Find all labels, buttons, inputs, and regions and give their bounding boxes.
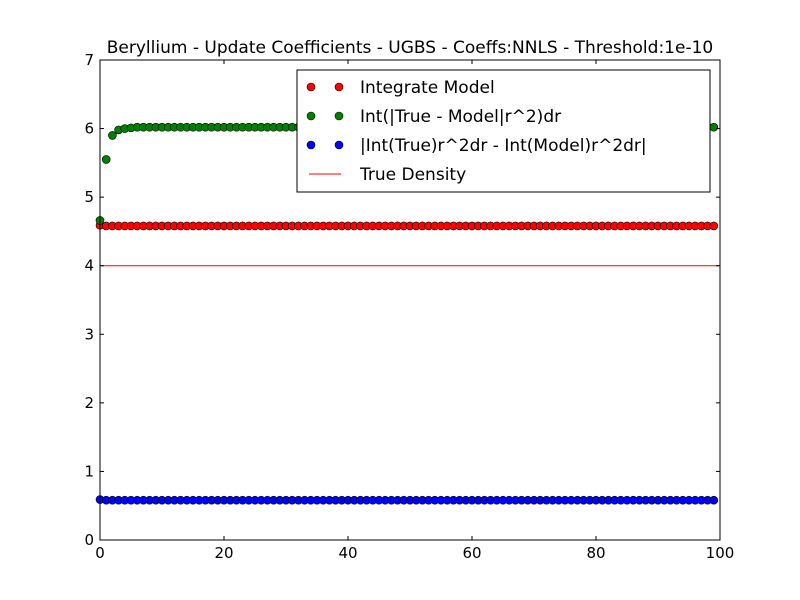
- legend-label: |Int(True)r^2dr - Int(Model)r^2dr|: [360, 136, 647, 156]
- y-tick-label: 7: [84, 51, 94, 69]
- legend-point-swatch: [334, 82, 344, 92]
- y-tick-label: 6: [84, 120, 94, 138]
- y-tick-label: 1: [84, 462, 94, 480]
- legend-point-swatch: [306, 140, 316, 150]
- legend-label: True Density: [359, 165, 466, 185]
- y-tick-label: 2: [84, 394, 94, 412]
- series-1-point: [108, 131, 117, 140]
- x-tick-label: 20: [214, 544, 233, 562]
- series-0-point: [709, 221, 719, 231]
- series-2-point: [709, 495, 719, 505]
- legend-point-swatch: [306, 82, 316, 92]
- legend: Integrate Model Int(|True - Model|r^2)dr |…: [296, 69, 711, 193]
- ticks-layer: 0 20 40 60 80 100 0 1 2 3 4 5 6 7: [84, 51, 734, 562]
- legend-point-swatch: [334, 111, 344, 121]
- legend-point-swatch: [334, 140, 344, 150]
- x-tick-label: 80: [586, 544, 605, 562]
- x-tick-label: 60: [462, 544, 481, 562]
- series-1-point: [101, 155, 111, 164]
- legend-box: [296, 69, 711, 193]
- legend-label: Integrate Model: [360, 78, 495, 98]
- chart-title: Beryllium - Update Coefficients - UGBS -…: [107, 38, 713, 58]
- x-tick-label: 40: [338, 544, 357, 562]
- y-tick-label: 5: [84, 188, 94, 206]
- y-tick-label: 4: [84, 257, 94, 275]
- plot-frame: [99, 59, 721, 541]
- legend-label: Int(|True - Model|r^2)dr: [360, 107, 561, 127]
- y-tick-label: 0: [84, 531, 94, 549]
- y-tick-label: 3: [84, 325, 94, 343]
- series-1-point: [709, 122, 719, 132]
- x-tick-label: 0: [95, 544, 105, 562]
- legend-point-swatch: [306, 111, 316, 121]
- x-tick-label: 100: [706, 544, 735, 562]
